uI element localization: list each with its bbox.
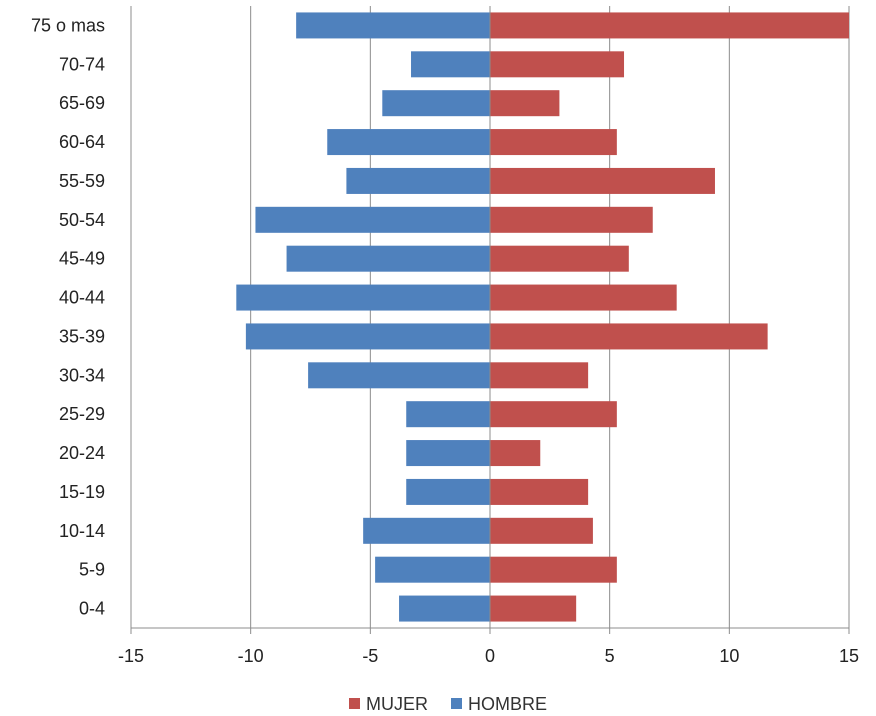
legend-swatch-mujer [349,698,360,709]
bar-hombre-35-39 [245,323,490,350]
legend-label-mujer: MUJER [366,694,428,714]
bar-hombre-0-4 [399,595,490,622]
bar-mujer-20-24 [490,440,541,467]
x-tick-label: 15 [839,646,859,666]
y-tick-label: 65-69 [59,93,105,113]
bar-hombre-40-44 [236,284,490,311]
x-axis-labels: -15 -10 -5 0 5 10 15 [118,646,859,666]
y-tick-label: 60-64 [59,132,105,152]
bar-hombre-50-54 [255,206,490,233]
y-tick-label: 50-54 [59,210,105,230]
bar-mujer-35-39 [490,323,768,350]
y-axis-labels: 0-4 5-9 10-14 15-19 20-24 25-29 30-34 35-39 40-4… [31,15,105,618]
x-tick-label: 0 [485,646,495,666]
y-tick-label: 0-4 [79,599,105,619]
x-tick-label: -5 [362,646,378,666]
bar-hombre-60-64 [327,129,490,156]
bar-mujer-30-34 [490,362,589,389]
y-tick-label: 30-34 [59,365,105,385]
bar-mujer-75-o-mas [490,12,849,39]
bar-mujer-60-64 [490,129,617,156]
bar-hombre-10-14 [363,517,490,544]
legend: MUJER HOMBRE [349,694,547,714]
y-tick-label: 35-39 [59,326,105,346]
bar-hombre-30-34 [308,362,490,389]
bar-mujer-40-44 [490,284,677,311]
y-tick-label: 10-14 [59,521,105,541]
bar-hombre-20-24 [406,440,490,467]
x-tick-label: -10 [238,646,264,666]
bar-mujer-45-49 [490,245,629,272]
y-tick-label: 75 o mas [31,15,105,35]
bar-mujer-15-19 [490,478,589,505]
y-tick-label: 45-49 [59,249,105,269]
x-tick-label: -15 [118,646,144,666]
bar-hombre-75-o-mas [296,12,490,39]
y-tick-label: 70-74 [59,54,105,74]
x-tick-label: 5 [605,646,615,666]
gridlines [130,6,850,628]
axes [130,6,850,634]
bar-mujer-25-29 [490,401,617,428]
y-tick-label: 5-9 [79,560,105,580]
bar-mujer-50-54 [490,206,653,233]
y-tick-label: 55-59 [59,171,105,191]
bars [236,12,849,622]
y-tick-label: 25-29 [59,404,105,424]
bar-hombre-70-74 [411,51,490,78]
y-tick-label: 15-19 [59,482,105,502]
bar-hombre-25-29 [406,401,490,428]
bar-mujer-10-14 [490,517,593,544]
legend-swatch-hombre [451,698,462,709]
y-tick-label: 20-24 [59,443,105,463]
bar-mujer-55-59 [490,167,715,194]
x-tick-label: 10 [719,646,739,666]
bar-hombre-55-59 [346,167,490,194]
bar-mujer-5-9 [490,556,617,583]
bar-mujer-65-69 [490,90,560,117]
bar-mujer-0-4 [490,595,577,622]
bar-hombre-65-69 [382,90,490,117]
bar-hombre-5-9 [375,556,490,583]
y-tick-label: 40-44 [59,288,105,308]
legend-label-hombre: HOMBRE [468,694,547,714]
bar-hombre-15-19 [406,478,490,505]
bar-mujer-70-74 [490,51,625,78]
bar-hombre-45-49 [286,245,490,272]
